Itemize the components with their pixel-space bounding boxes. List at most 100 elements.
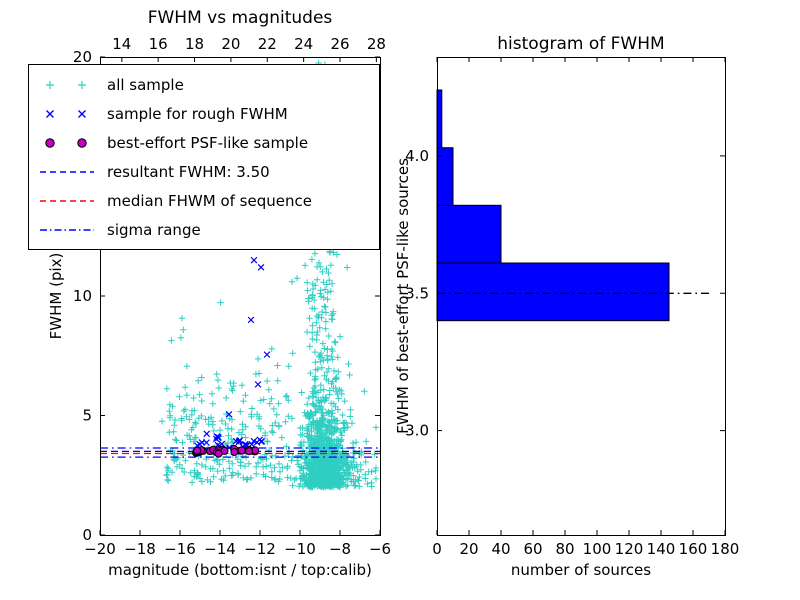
all-sample-marker (332, 375, 339, 383)
all-sample-marker (274, 362, 281, 369)
all-sample-marker (213, 370, 220, 378)
all-sample-marker (220, 467, 227, 474)
all-sample-marker (301, 455, 308, 462)
all-sample-marker (198, 374, 205, 381)
all-sample-marker (202, 463, 209, 470)
legend-plus-marker-swatch (37, 76, 97, 94)
all-sample-marker (275, 423, 282, 430)
all-sample-marker (216, 461, 223, 468)
all-sample-marker (356, 483, 363, 490)
all-sample-marker (317, 287, 324, 294)
sample-for-rough-fwhm-marker (225, 410, 233, 418)
all-sample-marker (307, 479, 314, 486)
all-sample-marker (324, 355, 331, 363)
all-sample-marker (187, 436, 194, 443)
all-sample-marker (227, 379, 234, 387)
all-sample-marker (303, 328, 311, 336)
all-sample-marker (330, 417, 337, 424)
all-sample-marker (311, 348, 319, 356)
all-sample-marker (352, 439, 360, 446)
legend-item-label: all sample (107, 75, 184, 94)
all-sample-marker (176, 393, 183, 400)
all-sample-marker (320, 294, 327, 301)
left-y-tick-label: 10 (73, 287, 92, 305)
axes: −20 −18 −16 −14 −12 −10 −8 −6 14 16 18 20 22 24 26 28 0 5… (73, 35, 739, 558)
all-sample-marker (228, 385, 235, 393)
legend-item-sigma-range: sigma range (37, 215, 367, 244)
legend-line-swatch (37, 163, 97, 181)
legend: all sample sample for rough FWHM best-effo… (28, 64, 380, 250)
all-sample-marker (163, 385, 170, 392)
all-sample-marker (345, 360, 352, 368)
right-chart-title: histogram of FWHM (497, 34, 665, 54)
all-sample-marker (182, 384, 189, 391)
all-sample-marker (295, 461, 302, 468)
all-sample-marker (305, 394, 313, 402)
all-sample-marker (188, 411, 195, 419)
left-top-x-tick-label: 28 (367, 35, 386, 53)
all-sample-marker (194, 471, 202, 478)
all-sample-marker (225, 458, 233, 465)
sample-for-rough-fwhm-marker (241, 440, 249, 448)
all-sample-marker (168, 469, 176, 476)
all-sample-marker (164, 467, 172, 474)
all-sample-marker (287, 474, 294, 482)
all-sample-marker (248, 405, 256, 412)
all-sample-marker (316, 324, 323, 331)
all-sample-marker (315, 314, 322, 321)
all-sample-marker (364, 480, 371, 488)
right-axes-frame (437, 57, 726, 536)
all-sample-marker (321, 372, 328, 379)
all-sample-marker (178, 465, 186, 472)
all-sample-marker (328, 353, 335, 360)
histogram-bars (436, 89, 670, 322)
all-sample-marker (173, 463, 181, 471)
all-sample-marker (330, 367, 338, 375)
all-sample-marker (346, 371, 353, 379)
left-plot-area (100, 59, 380, 491)
sample-for-rough-fwhm-marker (203, 430, 211, 438)
all-sample-marker (341, 419, 348, 426)
left-xaxis-label: magnitude (bottom:isnt / top:calib) (108, 561, 372, 579)
all-sample-marker (191, 407, 198, 414)
all-sample-marker (341, 456, 348, 463)
all-sample-marker (325, 408, 332, 416)
histogram-bar (436, 204, 502, 264)
all-sample-marker (339, 411, 346, 419)
all-sample-marker (267, 462, 274, 469)
all-sample-marker (166, 407, 173, 415)
all-sample-marker (327, 478, 335, 485)
all-sample-marker (174, 454, 181, 461)
all-sample-marker (221, 440, 229, 448)
all-sample-marker (198, 461, 206, 469)
all-sample-marker (207, 414, 215, 421)
all-sample-marker (318, 364, 326, 371)
all-sample-marker (330, 430, 337, 437)
all-sample-marker (269, 422, 276, 429)
all-sample-marker (288, 278, 296, 285)
all-sample-marker (351, 482, 358, 489)
all-sample-marker (170, 428, 177, 435)
all-sample-marker (216, 426, 224, 434)
all-sample-marker (257, 455, 265, 462)
all-sample-marker (314, 437, 321, 444)
all-sample-marker (195, 377, 202, 384)
all-sample-marker (342, 475, 350, 483)
all-sample-marker (230, 382, 237, 390)
all-sample-marker (327, 438, 334, 445)
all-sample-marker (319, 340, 327, 347)
all-sample-marker (335, 368, 342, 375)
all-sample-marker (299, 447, 307, 454)
all-sample-marker (315, 397, 322, 404)
right-x-tick-label: 20 (459, 540, 478, 558)
all-sample-marker (321, 286, 329, 293)
all-sample-marker (328, 315, 335, 323)
all-sample-marker (202, 416, 209, 423)
legend-line-swatch (37, 192, 97, 210)
all-sample-marker (275, 400, 282, 407)
best-effort-psf-like-sample-marker (214, 449, 223, 458)
sample-for-rough-fwhm-marker (213, 433, 221, 440)
all-sample-marker (271, 464, 278, 471)
all-sample-marker (312, 373, 319, 380)
all-sample-marker (309, 335, 316, 343)
